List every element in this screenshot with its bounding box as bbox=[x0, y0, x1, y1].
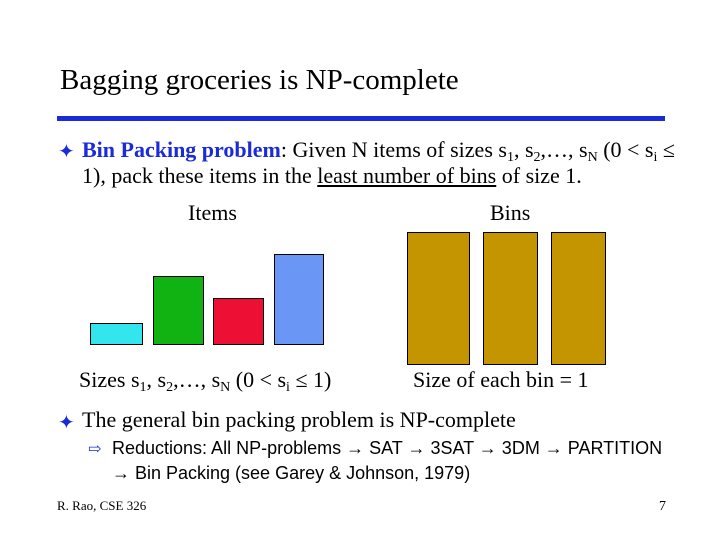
sub-n: N bbox=[587, 150, 598, 165]
sub-1: 1 bbox=[506, 150, 514, 165]
four-point-star-bullet-icon: ✦ bbox=[58, 141, 75, 163]
bullet-np-complete: The general bin packing problem is NP-co… bbox=[82, 407, 516, 432]
sizes-a: Sizes s bbox=[79, 367, 140, 392]
item-box-2 bbox=[153, 276, 204, 345]
bin-box-1 bbox=[407, 232, 470, 365]
item-box-1 bbox=[90, 323, 143, 345]
slide-title: Bagging groceries is NP-complete bbox=[60, 64, 459, 96]
page-number: 7 bbox=[659, 499, 666, 514]
bullet-bin-packing: Bin Packing problem: Given N items of si… bbox=[82, 137, 692, 189]
sizes-c: ,…, s bbox=[173, 367, 221, 392]
bin-size-label: Size of each bin = 1 bbox=[413, 367, 589, 392]
sizes-sub-n: N bbox=[220, 380, 231, 395]
sizes-sub-2: 2 bbox=[166, 380, 174, 395]
bullet1-text-d: (0 < s bbox=[597, 137, 654, 162]
sizes-b: , s bbox=[146, 367, 167, 392]
sizes-e: ≤ 1) bbox=[289, 367, 332, 392]
bin-packing-term: Bin Packing problem bbox=[82, 137, 281, 162]
sub-bullet-reductions: Reductions: All NP-problems → SAT → 3SAT… bbox=[112, 438, 663, 483]
bin-box-2 bbox=[483, 232, 538, 365]
hollow-arrow-bullet-icon: ⇨ bbox=[88, 441, 102, 458]
bin-box-3 bbox=[551, 232, 606, 365]
least-bins-underlined: least number of bins bbox=[317, 163, 497, 188]
sub-i: i bbox=[653, 150, 658, 165]
sizes-sub-i: i bbox=[286, 380, 290, 395]
bullet1-text-b: , s bbox=[513, 137, 534, 162]
title-underline bbox=[57, 116, 665, 121]
items-label: Items bbox=[188, 200, 237, 225]
bullet1-text-a: : Given N items of sizes s bbox=[280, 137, 507, 162]
four-point-star-bullet-icon: ✦ bbox=[58, 412, 75, 434]
sizes-sub-1: 1 bbox=[139, 380, 147, 395]
sizes-label: Sizes s1, s2,…, sN (0 < si ≤ 1) bbox=[79, 367, 332, 395]
bullet1-text-e: ≤ 1), pack these items in the bbox=[82, 137, 675, 188]
item-box-4 bbox=[274, 254, 324, 345]
sub-2: 2 bbox=[533, 150, 541, 165]
bullet1-text-c: ,…, s bbox=[540, 137, 588, 162]
item-box-3 bbox=[213, 298, 264, 345]
sizes-d: (0 < s bbox=[230, 367, 287, 392]
footer-author: R. Rao, CSE 326 bbox=[57, 498, 147, 513]
bins-label: Bins bbox=[490, 200, 531, 225]
bullet1-text-f: of size 1. bbox=[496, 163, 582, 188]
